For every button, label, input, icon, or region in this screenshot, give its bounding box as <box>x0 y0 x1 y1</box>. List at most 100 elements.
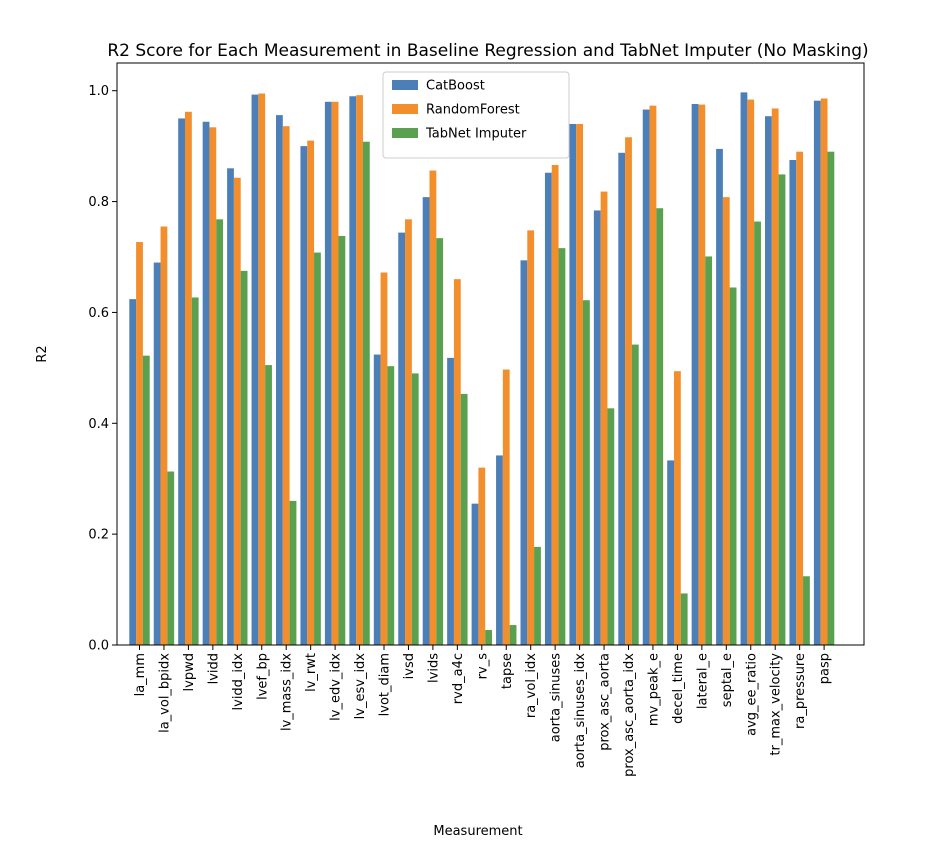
bar-lv_mass_idx-1 <box>282 126 290 645</box>
bar-tr_max_velocity-1 <box>771 108 779 645</box>
bar-lv_edv_idx-1 <box>331 101 339 646</box>
bar-septal_e-0 <box>716 148 723 645</box>
bar-lvpwd-2 <box>191 297 199 645</box>
bar-avg_ee_ratio-0 <box>740 92 748 645</box>
bar-ra_pressure-0 <box>789 160 797 645</box>
x-tick-label: lvidd_idx <box>231 653 246 711</box>
x-tick-label: lvids <box>426 653 441 683</box>
bar-lv_edv_idx-0 <box>324 101 332 646</box>
bar-avg_ee_ratio-1 <box>747 99 755 645</box>
bar-lv_mass_idx-2 <box>289 500 297 645</box>
y-tick-label: 0.0 <box>88 639 109 654</box>
bar-rv_s-1 <box>478 467 486 645</box>
y-tick-label: 0.6 <box>88 306 109 321</box>
bar-decel_time-2 <box>680 593 688 645</box>
x-tick-label: la_mm <box>133 653 148 696</box>
x-tick-label: septal_e <box>720 653 735 707</box>
x-tick-label: tapse <box>500 653 515 689</box>
x-axis-label: Measurement <box>433 824 522 839</box>
x-tick-label: ra_pressure <box>793 653 808 729</box>
y-axis: 0.0 0.2 0.4 0.6 0.8 1.0 <box>88 84 117 654</box>
bar-lv_esv_idx-1 <box>356 95 363 645</box>
x-tick-label: ra_vol_idx <box>524 653 539 718</box>
bar-aorta_sinuses-0 <box>544 172 552 645</box>
bar-rv_s-0 <box>471 503 479 645</box>
legend: CatBoost RandomForest TabNet Imputer <box>382 71 570 159</box>
legend-swatch <box>392 80 418 90</box>
bar-lv_edv_idx-2 <box>338 235 346 645</box>
bar-rvd_a4c-0 <box>447 357 454 645</box>
bar-rvd_a4c-2 <box>460 393 468 645</box>
bar-ivsd-0 <box>398 232 406 646</box>
x-tick-label: decel_time <box>671 653 686 724</box>
bar-lateral_e-0 <box>691 104 699 645</box>
bar-lv_rwt-0 <box>300 146 308 645</box>
bar-pasp-0 <box>813 100 821 645</box>
x-tick-label: lvidd <box>206 653 221 684</box>
bar-tapse-2 <box>509 625 517 645</box>
bar-ivsd-1 <box>405 219 412 645</box>
bar-lvot_diam-0 <box>373 354 381 645</box>
series-0 <box>129 92 821 646</box>
x-tick-label: ivsd <box>402 653 417 679</box>
bar-aorta_sinuses_idx-2 <box>583 300 590 645</box>
y-tick-label: 0.2 <box>88 528 109 543</box>
x-tick-label: tr_max_velocity <box>769 653 784 756</box>
bar-decel_time-0 <box>667 460 674 645</box>
x-tick-label: lv_mass_idx <box>280 653 295 731</box>
bar-lvot_diam-2 <box>387 366 395 645</box>
bar-lvef_bp-2 <box>265 365 272 645</box>
x-tick-label: lvef_bp <box>255 653 270 700</box>
bar-mv_peak_e-1 <box>649 105 657 646</box>
legend-box <box>382 71 570 159</box>
bar-rvd_a4c-1 <box>453 279 461 645</box>
x-tick-label: lvpwd <box>182 653 197 691</box>
bar-mv_peak_e-2 <box>656 208 664 645</box>
bar-ra_vol_idx-1 <box>527 230 535 645</box>
legend-label: CatBoost <box>426 79 485 94</box>
bar-tapse-1 <box>502 369 510 645</box>
series-1 <box>136 93 828 646</box>
plot-frame <box>116 62 865 646</box>
bar-lvidd-2 <box>216 219 224 645</box>
bar-lvids-0 <box>422 197 430 645</box>
bar-aorta_sinuses-2 <box>558 248 566 645</box>
x-tick-label: prox_asc_aorta <box>598 653 613 751</box>
bar-la_vol_bpidx-2 <box>167 471 175 645</box>
x-tick-label: aorta_sinuses <box>549 653 564 742</box>
bar-lvidd_idx-1 <box>233 177 241 646</box>
bar-lateral_e-1 <box>698 104 706 645</box>
bar-ra_vol_idx-0 <box>520 260 528 645</box>
y-axis-label: R2 <box>35 345 50 362</box>
bar-la_vol_bpidx-1 <box>160 226 168 645</box>
bar-lv_rwt-2 <box>314 252 321 645</box>
x-tick-label: lateral_e <box>695 653 710 709</box>
bar-lvpwd-0 <box>178 118 185 646</box>
bar-lv_esv_idx-0 <box>349 96 357 645</box>
x-tick-label: avg_ee_ratio <box>744 653 759 736</box>
bar-prox_asc_aorta_idx-0 <box>618 152 626 646</box>
bar-prox_asc_aorta-0 <box>593 210 601 645</box>
y-tick-label: 1.0 <box>88 84 109 99</box>
x-tick-label: lv_esv_idx <box>353 653 368 720</box>
bar-tr_max_velocity-2 <box>778 174 786 645</box>
bar-decel_time-1 <box>674 371 681 645</box>
y-tick-label: 0.4 <box>88 417 109 432</box>
x-tick-label: mv_peak_e <box>646 653 661 726</box>
bar-avg_ee_ratio-2 <box>754 221 761 645</box>
bar-ivsd-2 <box>411 373 419 645</box>
bar-aorta_sinuses_idx-0 <box>569 123 577 646</box>
legend-label: RandomForest <box>426 103 520 118</box>
chart-title: R2 Score for Each Measurement in Baselin… <box>107 41 868 61</box>
bar-la_mm-2 <box>142 355 150 645</box>
bar-la_mm-0 <box>129 299 137 645</box>
bar-prox_asc_aorta-2 <box>607 408 615 645</box>
bar-lvpwd-1 <box>185 111 192 645</box>
bar-mv_peak_e-0 <box>642 109 650 645</box>
bar-ra_pressure-2 <box>803 576 810 645</box>
bar-lvot_diam-1 <box>380 272 388 645</box>
x-tick-label: lvot_diam <box>378 653 393 716</box>
bar-pasp-1 <box>820 98 828 646</box>
bar-la_vol_bpidx-0 <box>153 262 161 645</box>
